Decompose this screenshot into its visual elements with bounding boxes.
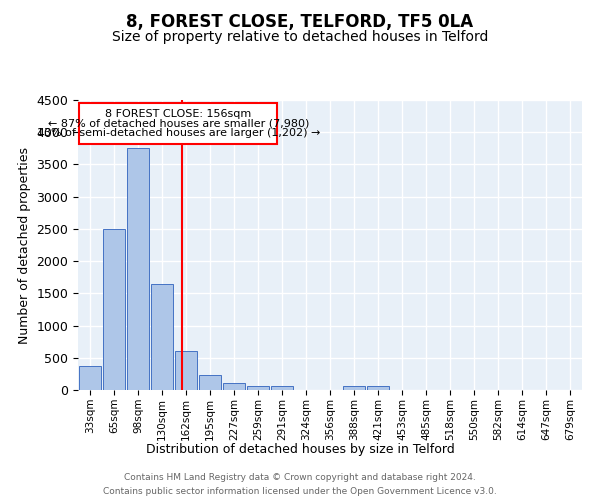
Text: Size of property relative to detached houses in Telford: Size of property relative to detached ho… <box>112 30 488 44</box>
FancyBboxPatch shape <box>79 102 277 144</box>
Text: Distribution of detached houses by size in Telford: Distribution of detached houses by size … <box>146 442 454 456</box>
Text: Contains HM Land Registry data © Crown copyright and database right 2024.: Contains HM Land Registry data © Crown c… <box>124 472 476 482</box>
Y-axis label: Number of detached properties: Number of detached properties <box>18 146 31 344</box>
Bar <box>175 352 197 390</box>
Bar <box>103 229 125 390</box>
Text: 8 FOREST CLOSE: 156sqm: 8 FOREST CLOSE: 156sqm <box>105 108 251 118</box>
Text: 13% of semi-detached houses are larger (1,202) →: 13% of semi-detached houses are larger (… <box>37 128 320 138</box>
Bar <box>151 284 173 390</box>
Bar <box>343 386 365 390</box>
Text: 8, FOREST CLOSE, TELFORD, TF5 0LA: 8, FOREST CLOSE, TELFORD, TF5 0LA <box>127 12 473 30</box>
Text: Contains public sector information licensed under the Open Government Licence v3: Contains public sector information licen… <box>103 488 497 496</box>
Bar <box>79 366 101 390</box>
Bar <box>367 386 389 390</box>
Bar <box>223 383 245 390</box>
Bar <box>127 148 149 390</box>
Bar <box>247 386 269 390</box>
Text: ← 87% of detached houses are smaller (7,980): ← 87% of detached houses are smaller (7,… <box>47 118 309 128</box>
Bar <box>199 374 221 390</box>
Bar <box>271 386 293 390</box>
